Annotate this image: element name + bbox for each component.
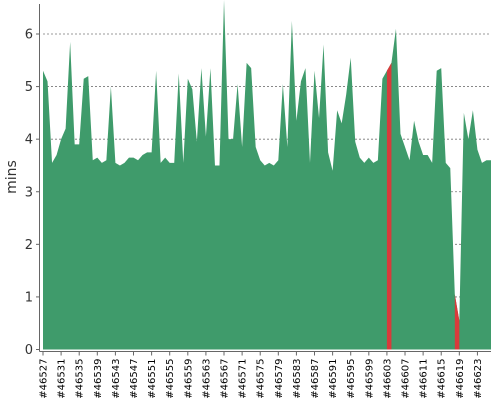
x-tick-label: #46551 (147, 359, 158, 399)
x-tick-label: #46531 (57, 359, 68, 399)
y-tick-label: 0 (25, 343, 33, 358)
y-tick-label: 3 (25, 185, 33, 200)
x-tick-label: #46615 (437, 359, 448, 399)
x-tick-label: #46607 (401, 359, 412, 399)
x-tick-label: #46583 (292, 359, 303, 399)
highlight-segment (386, 62, 392, 350)
x-tick-label: #46547 (129, 359, 140, 399)
x-tick-label: #46535 (75, 359, 86, 399)
x-tick-label: #46575 (256, 359, 267, 399)
x-tick-label: #46611 (419, 359, 430, 399)
y-axis-label: mins (4, 160, 20, 194)
axes (39, 4, 491, 352)
x-tick-label: #46567 (220, 359, 231, 399)
y-tick-label: 5 (25, 80, 33, 95)
y-tick-label: 2 (25, 238, 33, 253)
x-tick-label: #46563 (201, 359, 212, 399)
area-fill (43, 0, 491, 350)
y-axis-ticks: 0 1 2 3 4 5 6 (25, 28, 40, 358)
x-tick-label: #46527 (39, 359, 50, 399)
x-tick-label: #46619 (455, 359, 466, 399)
x-tick-label: #46623 (473, 359, 484, 399)
x-tick-label: #46543 (111, 359, 122, 399)
area-series (43, 0, 491, 350)
x-tick-label: #46555 (165, 359, 176, 399)
x-tick-label: #46571 (238, 359, 249, 399)
x-tick-label: #46603 (382, 359, 393, 399)
x-tick-label: #46579 (274, 359, 285, 399)
x-tick-label: #46595 (346, 359, 357, 399)
x-tick-label: #46587 (310, 359, 321, 399)
x-tick-label: #46591 (328, 359, 339, 399)
y-tick-label: 1 (25, 290, 33, 305)
highlight-segment (454, 294, 460, 350)
x-tick-label: #46599 (364, 359, 375, 399)
y-tick-label: 4 (25, 133, 33, 148)
x-axis-ticks: #46527 #46531 #46535 #46539 #46543 #46547 #465… (39, 351, 484, 399)
y-tick-label: 6 (25, 28, 33, 43)
x-tick-label: #46539 (93, 359, 104, 399)
x-tick-label: #46559 (183, 359, 194, 399)
